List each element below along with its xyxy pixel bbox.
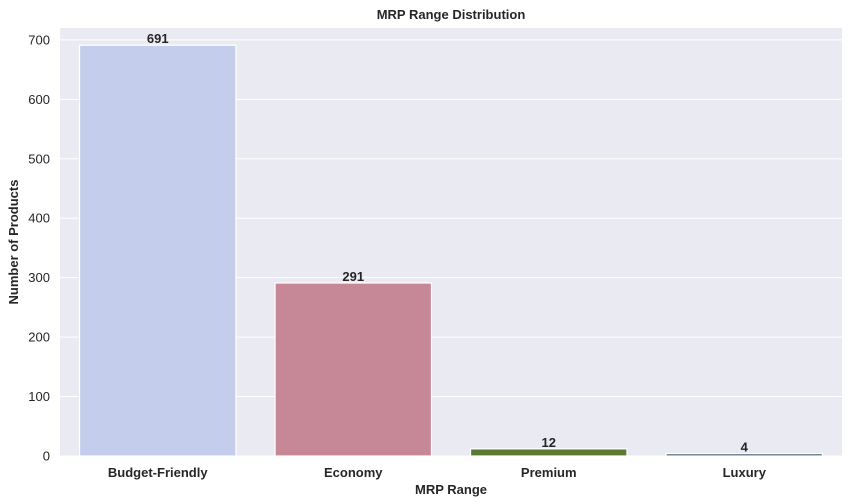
x-tick-label: Premium	[521, 465, 577, 480]
x-axis-ticks: Budget-Friendly Economy Premium Luxury	[108, 465, 767, 480]
bar-value-label: 691	[147, 31, 169, 46]
bar-budget-friendly	[78, 44, 237, 457]
x-tick-label: Budget-Friendly	[108, 465, 208, 480]
y-tick-label: 500	[28, 151, 50, 166]
bar-value-label: 4	[741, 440, 749, 455]
y-tick-label: 300	[28, 270, 50, 285]
x-tick-label: Luxury	[723, 465, 767, 480]
x-tick-label: Economy	[324, 465, 383, 480]
bar-economy	[274, 282, 433, 457]
x-axis-title: MRP Range	[415, 482, 487, 497]
data-labels: 691 291 12 4	[147, 31, 749, 454]
bars	[78, 44, 824, 457]
y-tick-label: 200	[28, 330, 50, 345]
chart-title: MRP Range Distribution	[377, 7, 526, 22]
y-axis-ticks: 0 100 200 300 400 500 600 700	[28, 32, 50, 463]
bar-premium	[469, 448, 628, 457]
y-tick-label: 0	[43, 449, 50, 464]
bar-luxury	[665, 453, 824, 457]
bar-value-label: 12	[542, 435, 556, 450]
y-tick-label: 700	[28, 32, 50, 47]
y-tick-label: 100	[28, 389, 50, 404]
y-tick-label: 600	[28, 92, 50, 107]
bar-value-label: 291	[342, 269, 364, 284]
y-tick-label: 400	[28, 211, 50, 226]
y-axis-title: Number of Products	[6, 180, 21, 305]
